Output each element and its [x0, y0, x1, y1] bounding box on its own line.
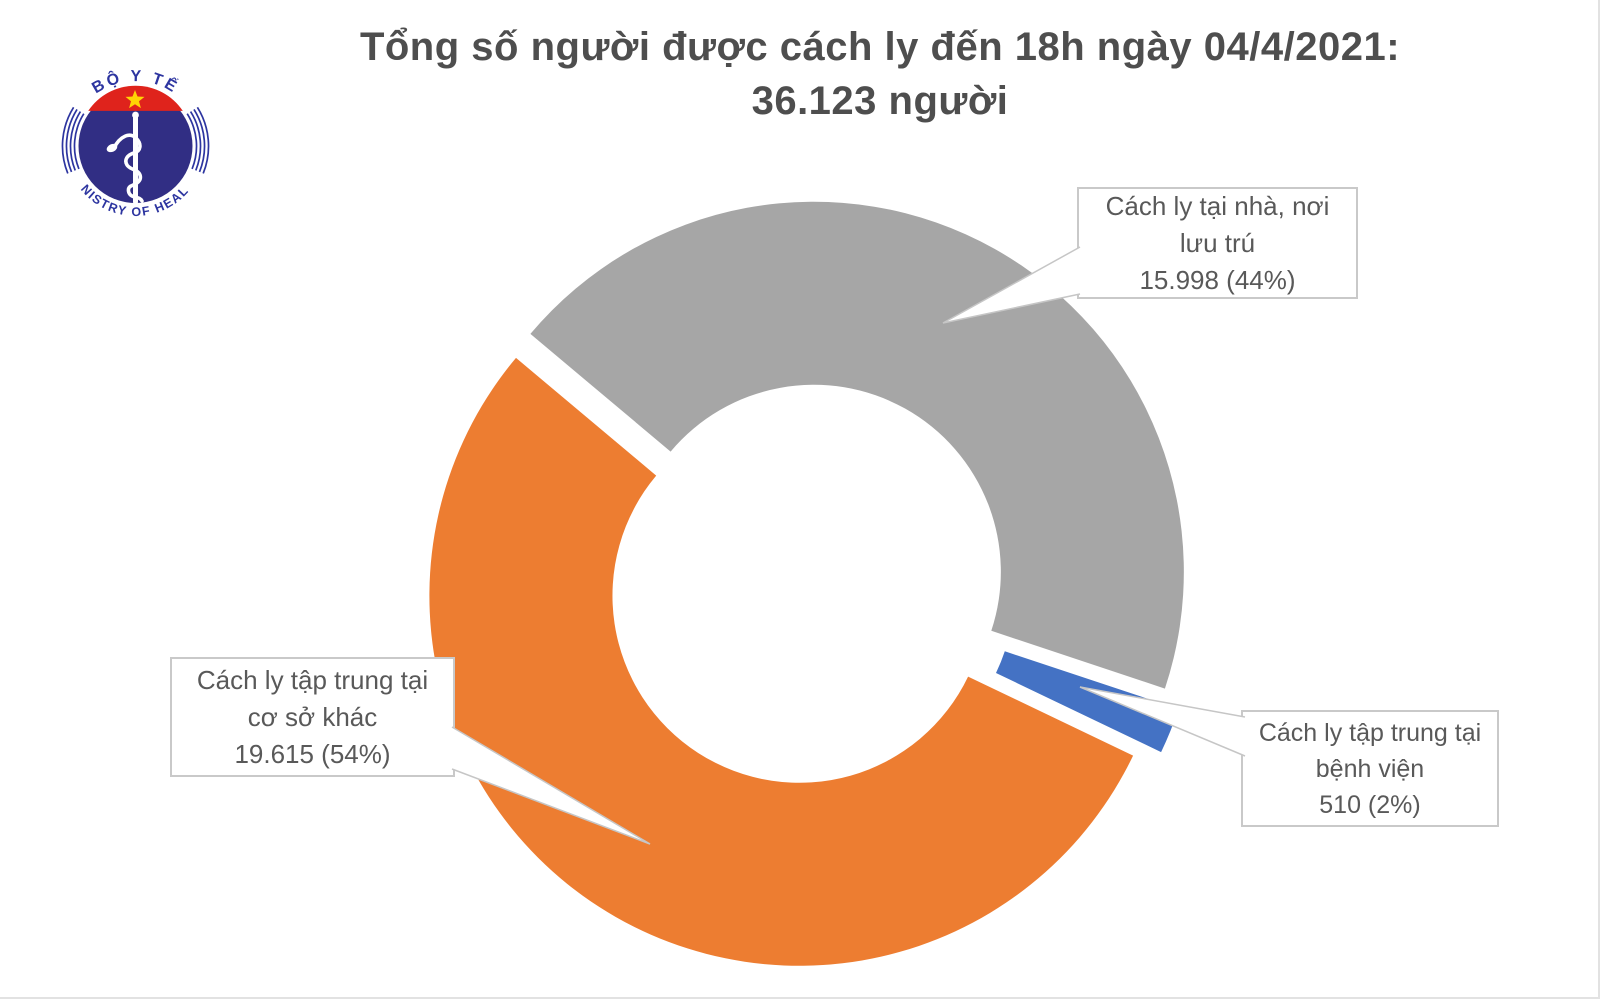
- logo-ring-arcs: [61, 106, 210, 174]
- chart-title-line-1: Tổng số người được cách ly đến 18h ngày …: [359, 25, 1401, 69]
- label-callout-other-facility: Cách ly tập trung tại cơ sở khác 19.615 …: [170, 657, 455, 777]
- chart-title-line-2: 36.123 người: [751, 79, 1009, 123]
- logo-asclepius-icon: [106, 111, 144, 205]
- label-callout-hospital: Cách ly tập trung tại bệnh viện 510 (2%): [1241, 710, 1499, 827]
- label-line: cơ sở khác: [247, 701, 378, 732]
- label-line: Cách ly tập trung tại: [1258, 718, 1482, 747]
- label-line: Cách ly tại nhà, nơi: [1105, 190, 1330, 221]
- chart-title: Tổng số người được cách ly đến 18h ngày …: [200, 20, 1560, 128]
- label-value: 510 (2%): [1319, 790, 1421, 819]
- logo-star-icon: [125, 90, 145, 109]
- label-value: 19.615 (54%): [234, 738, 391, 769]
- label-callout-home-residence: Cách ly tại nhà, nơi lưu trú 15.998 (44%…: [1077, 187, 1358, 299]
- label-line: bệnh viện: [1315, 754, 1425, 783]
- label-line: Cách ly tập trung tại: [196, 664, 429, 695]
- label-value: 15.998 (44%): [1139, 264, 1296, 295]
- ministry-of-health-logo: BỘ Y TẾ MINISTRY OF HEALTH: [58, 56, 210, 219]
- label-line: lưu trú: [1179, 227, 1256, 258]
